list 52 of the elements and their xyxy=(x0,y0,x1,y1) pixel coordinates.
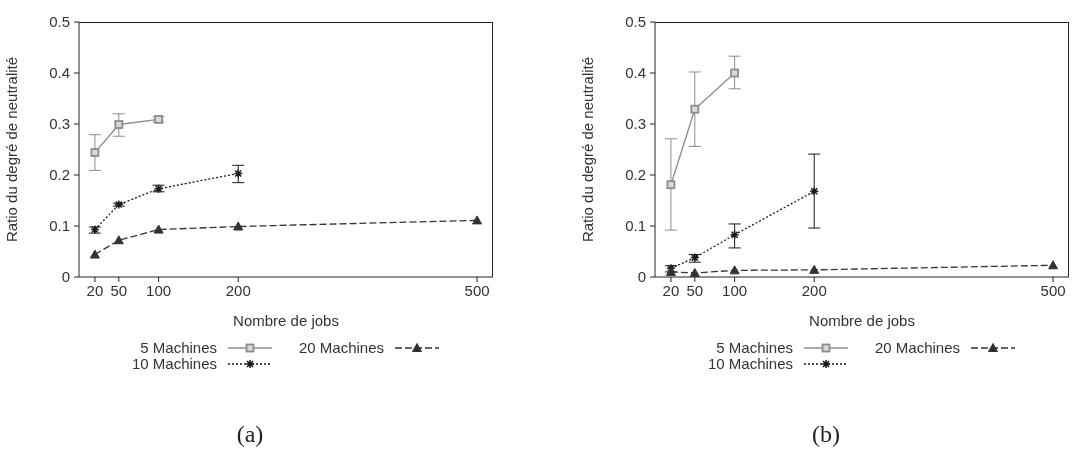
x-tick-label: 20 xyxy=(86,281,104,299)
point xyxy=(729,229,740,240)
point xyxy=(472,215,483,225)
y-tick-label: 0.5 xyxy=(49,13,70,31)
point xyxy=(90,148,100,157)
x-tick-label: 100 xyxy=(146,281,172,299)
y-axis-title: Ratio du degré de neutralité xyxy=(579,56,597,243)
point xyxy=(689,267,700,277)
point xyxy=(233,168,243,179)
y-tick-label: 0.2 xyxy=(625,166,646,184)
y-tick-label: 0 xyxy=(637,268,646,286)
y-tick-label: 0.1 xyxy=(49,217,70,235)
x-tick-label: 200 xyxy=(225,281,251,299)
point xyxy=(809,186,819,197)
x-tick-label: 500 xyxy=(1040,281,1066,299)
legend-label: 20 Machines xyxy=(299,339,385,356)
x-tick-label: 100 xyxy=(722,281,748,299)
legend-label: 10 Machines xyxy=(131,355,217,372)
legend-label: 20 Machines xyxy=(875,339,961,356)
y-axis-title: Ratio du degré de neutralité xyxy=(3,56,21,243)
x-tick-label: 500 xyxy=(464,281,490,299)
point xyxy=(153,224,164,234)
legend-label: 5 Machines xyxy=(139,339,217,356)
point xyxy=(89,249,100,259)
x-tick-label: 50 xyxy=(110,281,128,299)
text: (b) xyxy=(812,421,840,447)
x-tick-label: 50 xyxy=(686,281,704,299)
legend-label: 10 Machines xyxy=(707,355,793,372)
y-tick-label: 0.2 xyxy=(49,166,70,184)
point xyxy=(113,235,124,245)
point xyxy=(233,221,244,231)
y-tick-label: 0.3 xyxy=(49,115,70,133)
y-tick-label: 0.1 xyxy=(625,217,646,235)
text: (a) xyxy=(236,421,264,447)
y-tick-label: 0.4 xyxy=(625,64,646,82)
point xyxy=(729,265,740,275)
legend-label: 5 Machines xyxy=(715,339,793,356)
x-axis-title: Nombre de jobs xyxy=(233,312,339,329)
x-axis-title: Nombre de jobs xyxy=(809,312,915,329)
point xyxy=(114,120,124,129)
y-tick-label: 0.5 xyxy=(625,13,646,31)
y-tick-label: 0 xyxy=(61,268,70,286)
point xyxy=(809,264,820,274)
y-tick-label: 0.3 xyxy=(625,115,646,133)
x-tick-label: 200 xyxy=(801,281,827,299)
point xyxy=(666,180,676,190)
point xyxy=(114,199,124,210)
point xyxy=(690,104,700,114)
point xyxy=(1048,260,1059,270)
point xyxy=(730,68,740,78)
x-tick-label: 20 xyxy=(662,281,680,299)
y-tick-label: 0.4 xyxy=(49,64,70,82)
